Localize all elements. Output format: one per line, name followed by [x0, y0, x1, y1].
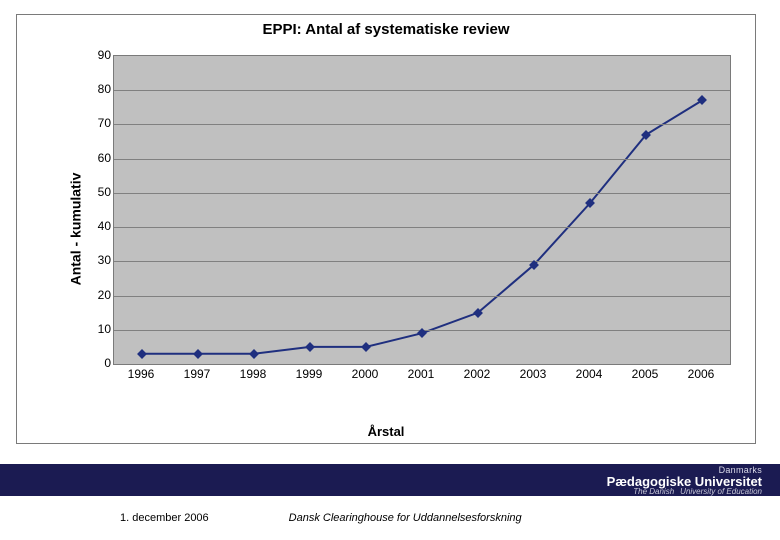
footer-date: 1. december 2006 — [120, 512, 209, 524]
x-tick-label: 2003 — [520, 367, 547, 381]
gridline — [114, 159, 730, 160]
plot-area — [113, 55, 731, 365]
uni-en-prefix: The Danish — [633, 488, 674, 496]
gridline — [114, 193, 730, 194]
x-tick-label: 1999 — [296, 367, 323, 381]
y-tick-label: 20 — [85, 288, 111, 302]
chart-title: EPPI: Antal af systematiske review — [17, 21, 755, 38]
gridline — [114, 124, 730, 125]
footer-org: Dansk Clearinghouse for Uddannelsesforsk… — [289, 512, 522, 524]
x-tick-label: 2002 — [464, 367, 491, 381]
y-tick-label: 0 — [85, 356, 111, 370]
x-tick-label: 1998 — [240, 367, 267, 381]
x-tick-label: 1996 — [128, 367, 155, 381]
y-tick-label: 90 — [85, 48, 111, 62]
footer-band: Danmarks Pædagogiske Universitet The Dan… — [0, 464, 780, 496]
chart-container: EPPI: Antal af systematiske review Antal… — [16, 14, 756, 444]
y-tick-label: 60 — [85, 151, 111, 165]
y-tick-label: 80 — [85, 82, 111, 96]
uni-en-name: University of Education — [680, 488, 762, 496]
plot-wrap: 0102030405060708090199619971998199920002… — [83, 55, 735, 385]
line-series — [114, 56, 730, 364]
x-tick-label: 2005 — [632, 367, 659, 381]
y-axis-label: Antal - kumulativ — [67, 173, 83, 286]
gridline — [114, 296, 730, 297]
y-tick-label: 30 — [85, 253, 111, 267]
gridline — [114, 261, 730, 262]
university-block: Danmarks Pædagogiske Universitet The Dan… — [607, 466, 762, 496]
x-axis-label: Årstal — [17, 424, 755, 439]
gridline — [114, 227, 730, 228]
y-tick-label: 10 — [85, 322, 111, 336]
y-tick-label: 40 — [85, 219, 111, 233]
x-tick-label: 2006 — [688, 367, 715, 381]
gridline — [114, 90, 730, 91]
slide: EPPI: Antal af systematiske review Antal… — [0, 0, 780, 540]
x-tick-label: 2001 — [408, 367, 435, 381]
footer-row: 1. december 2006 Dansk Clearinghouse for… — [0, 496, 780, 540]
x-tick-label: 2004 — [576, 367, 603, 381]
y-tick-label: 70 — [85, 116, 111, 130]
x-tick-label: 2000 — [352, 367, 379, 381]
y-tick-label: 50 — [85, 185, 111, 199]
x-tick-label: 1997 — [184, 367, 211, 381]
